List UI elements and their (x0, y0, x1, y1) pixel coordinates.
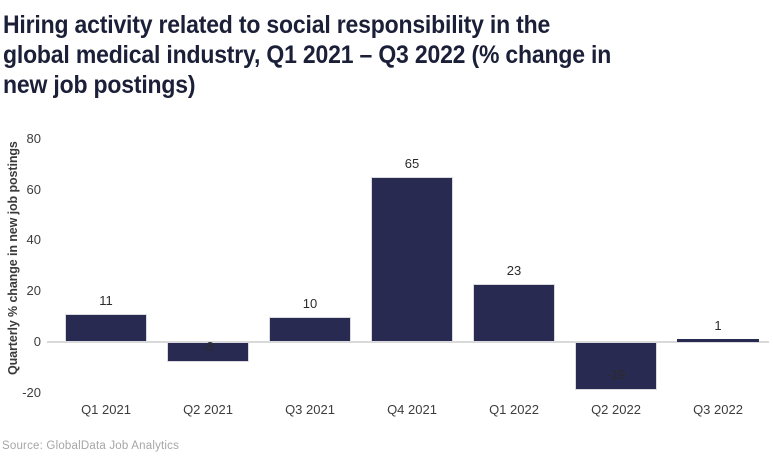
chart-title-line-1: Hiring activity related to social respon… (3, 11, 551, 39)
x-tick-label-q2-2022: Q2 2022 (591, 402, 641, 417)
x-tick-label-q1-2021: Q1 2021 (81, 402, 131, 417)
value-label-q3-2022: 1 (714, 318, 722, 334)
bar-q2-2022 (575, 342, 657, 391)
y-tick-60: 60 (26, 181, 41, 197)
value-label-q4-2021: 65 (404, 155, 420, 171)
x-axis-labels: Q1 2021 Q2 2021 Q3 2021 Q4 2021 Q1 2022 Q2 20… (55, 402, 769, 420)
y-tick--20: -20 (22, 384, 41, 400)
value-label-q1-2021: 11 (99, 293, 113, 309)
y-tick-40: 40 (26, 232, 41, 248)
y-axis-ticks: 80 60 40 20 0 -20 (0, 130, 41, 400)
bar-q4-2021 (371, 176, 453, 342)
bar-q2-2021 (167, 342, 249, 363)
chart-title-line-2: global medical industry, Q1 2021 – Q3 20… (3, 41, 612, 69)
x-tick-label-q3-2021: Q3 2021 (285, 402, 335, 417)
source-note: Source: GlobalData Job Analytics (2, 440, 180, 452)
bar-q3-2022 (677, 339, 759, 342)
value-label-q3-2021: 10 (302, 295, 318, 311)
value-label-q2-2022: -19 (606, 367, 626, 383)
value-label-q2-2021: -8 (202, 339, 214, 355)
plot-area: 11 -8 10 65 23 -19 1 (47, 130, 769, 394)
y-tick-0: 0 (33, 334, 41, 349)
chart-title-line-3: new job postings) (3, 71, 196, 99)
y-tick-80: 80 (26, 130, 41, 146)
x-tick-label-q4-2021: Q4 2021 (387, 402, 437, 417)
bar-q3-2021 (269, 316, 351, 342)
zero-baseline (47, 341, 769, 343)
x-tick-label-q3-2022: Q3 2022 (693, 402, 743, 417)
bar-q1-2022 (473, 283, 555, 342)
y-tick-20: 20 (26, 283, 41, 299)
bar-q1-2021 (65, 314, 147, 342)
x-tick-label-q1-2022: Q1 2022 (489, 402, 539, 417)
value-label-q1-2022: 23 (506, 262, 522, 278)
chart-title: Hiring activity related to social respon… (3, 10, 763, 100)
x-tick-label-q2-2021: Q2 2021 (183, 402, 233, 417)
